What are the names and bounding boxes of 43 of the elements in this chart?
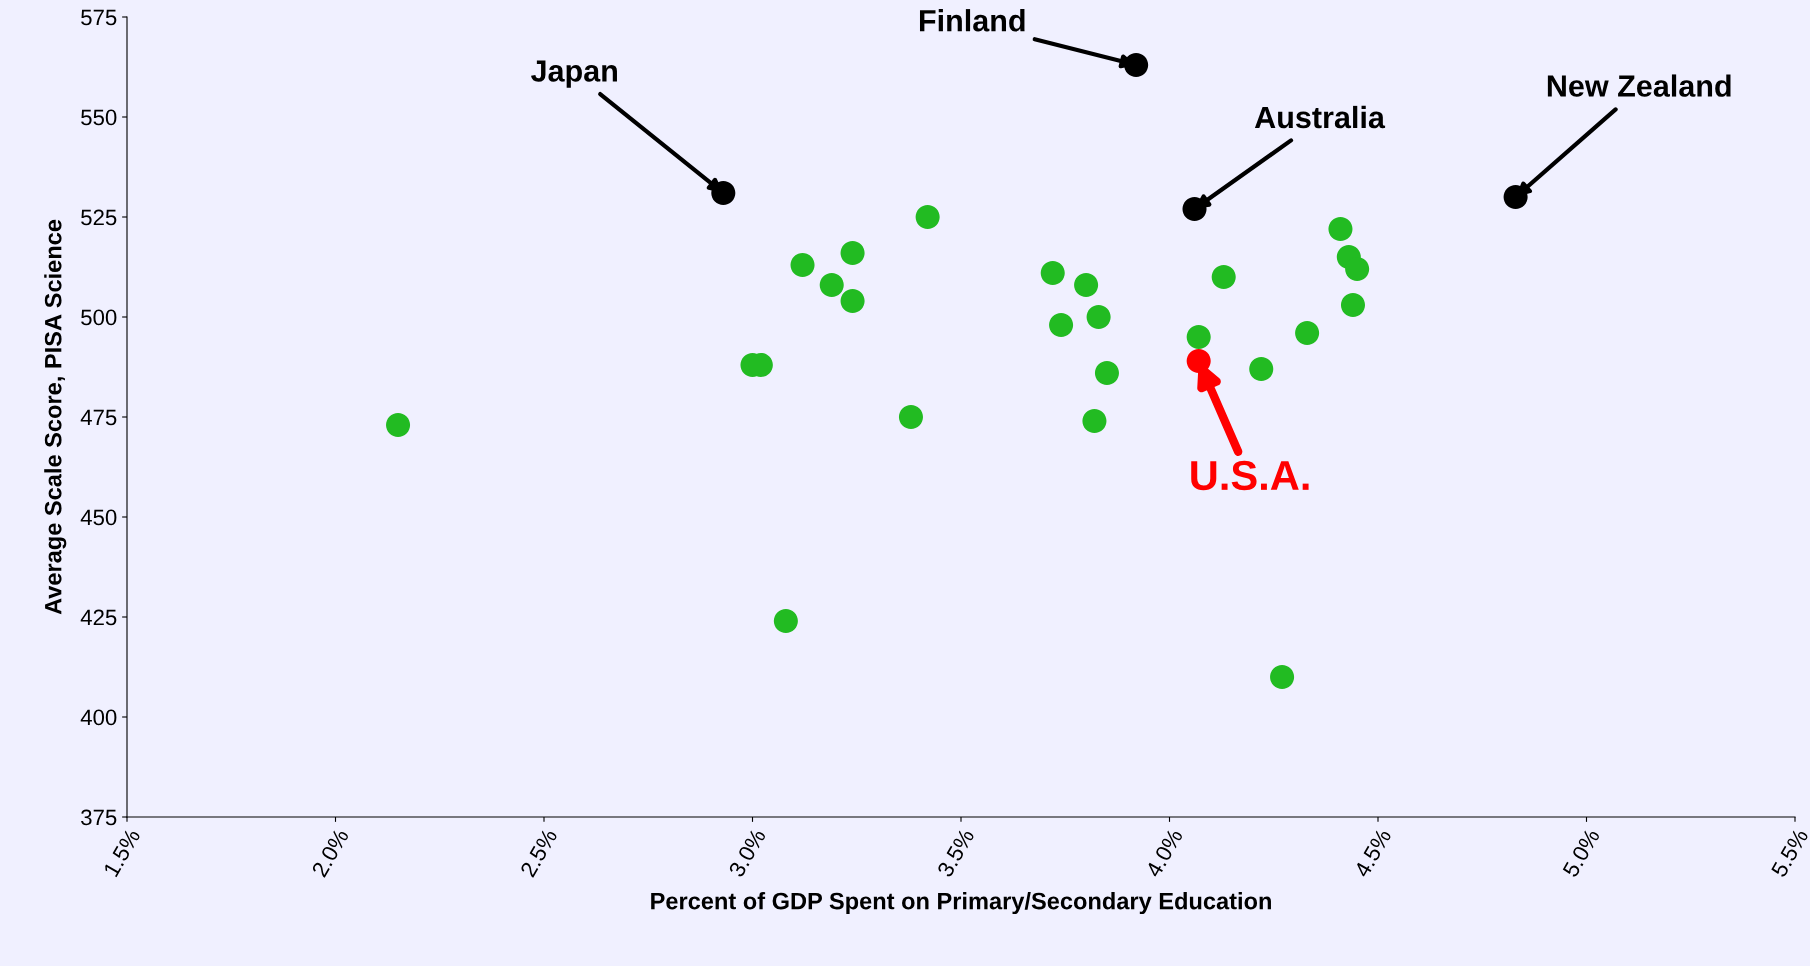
point <box>840 288 865 314</box>
y-tick-label: 425 <box>80 609 117 626</box>
point <box>386 412 411 438</box>
y-tick-label: 375 <box>81 809 117 826</box>
point <box>1124 52 1149 78</box>
y-tick-label: 525 <box>81 209 117 226</box>
y-tick-label: 575 <box>81 9 117 26</box>
point <box>1345 256 1370 282</box>
y-tick-label: 500 <box>81 309 117 326</box>
point <box>819 272 844 298</box>
point <box>915 204 940 230</box>
point <box>1074 272 1099 298</box>
annotation: U.S.A. <box>1191 460 1309 491</box>
point <box>790 252 815 278</box>
annotation: Japan <box>531 60 617 88</box>
y-tick-label: 550 <box>81 109 117 126</box>
point <box>1186 324 1211 350</box>
annotation: New Zealand <box>1547 74 1731 97</box>
y-tick-label: 450 <box>80 509 117 526</box>
point <box>1340 292 1366 318</box>
point <box>898 404 923 430</box>
point <box>1040 260 1065 286</box>
y-axis-title: Average Scale Score, PISA Science <box>44 219 67 615</box>
y-tick-label: 400 <box>80 709 117 726</box>
point <box>1094 360 1119 386</box>
x-axis-title: Percent of GDP Spent on Primary/Secondary Education <box>651 892 1271 915</box>
point <box>1249 356 1274 382</box>
point <box>1186 348 1211 374</box>
point <box>711 180 736 206</box>
point <box>840 240 865 266</box>
point <box>1211 264 1236 290</box>
point <box>1328 216 1353 242</box>
point <box>1182 196 1207 222</box>
annotation: Finland <box>919 9 1025 32</box>
annotation: Australia <box>1254 105 1386 129</box>
point <box>1049 312 1074 338</box>
y-tick-label: 475 <box>80 409 117 426</box>
point <box>1082 408 1107 434</box>
point <box>1270 664 1295 690</box>
point <box>1086 304 1111 330</box>
point <box>1503 184 1528 210</box>
point <box>1295 320 1320 346</box>
point <box>773 608 798 634</box>
